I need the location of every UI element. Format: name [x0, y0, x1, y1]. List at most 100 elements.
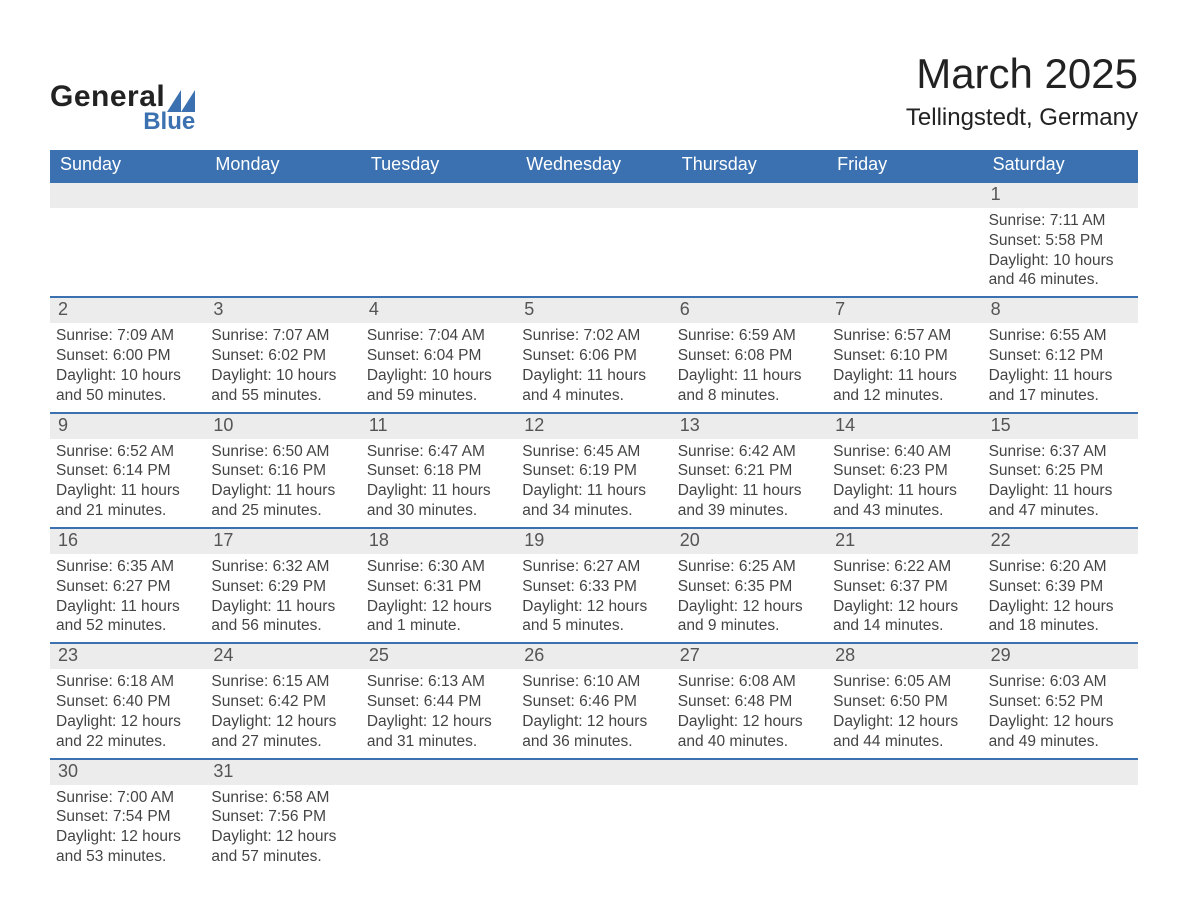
day-number: 21 [827, 529, 982, 554]
sunset-text: Sunset: 6:29 PM [211, 577, 354, 597]
daylight-text: Daylight: 12 hours and 22 minutes. [56, 712, 199, 752]
day-number: 22 [983, 529, 1138, 554]
calendar-cell: 26Sunrise: 6:10 AMSunset: 6:46 PMDayligh… [516, 642, 671, 757]
day-detail: Sunrise: 6:42 AMSunset: 6:21 PMDaylight:… [672, 439, 827, 527]
day-number: 3 [205, 298, 360, 323]
sunrise-text: Sunrise: 7:00 AM [56, 788, 199, 808]
day-number [516, 183, 671, 208]
sunrise-text: Sunrise: 6:22 AM [833, 557, 976, 577]
calendar-cell: 14Sunrise: 6:40 AMSunset: 6:23 PMDayligh… [827, 412, 982, 527]
day-number: 19 [516, 529, 671, 554]
daylight-text: Daylight: 12 hours and 5 minutes. [522, 597, 665, 637]
calendar-cell: 9Sunrise: 6:52 AMSunset: 6:14 PMDaylight… [50, 412, 205, 527]
day-number: 14 [827, 414, 982, 439]
calendar-cell: 16Sunrise: 6:35 AMSunset: 6:27 PMDayligh… [50, 527, 205, 642]
day-number [50, 183, 205, 208]
empty-detail [672, 208, 827, 296]
day-number: 6 [672, 298, 827, 323]
calendar-cell: 28Sunrise: 6:05 AMSunset: 6:50 PMDayligh… [827, 642, 982, 757]
daylight-text: Daylight: 12 hours and 53 minutes. [56, 827, 199, 867]
calendar-cell [516, 758, 671, 873]
dow-sat: Saturday [983, 150, 1138, 181]
location: Tellingstedt, Germany [906, 104, 1138, 132]
daylight-text: Daylight: 11 hours and 4 minutes. [522, 366, 665, 406]
day-detail: Sunrise: 6:32 AMSunset: 6:29 PMDaylight:… [205, 554, 360, 642]
sunset-text: Sunset: 6:35 PM [678, 577, 821, 597]
calendar-cell: 3Sunrise: 7:07 AMSunset: 6:02 PMDaylight… [205, 296, 360, 411]
calendar-cell: 6Sunrise: 6:59 AMSunset: 6:08 PMDaylight… [672, 296, 827, 411]
day-detail: Sunrise: 6:52 AMSunset: 6:14 PMDaylight:… [50, 439, 205, 527]
calendar-cell [361, 181, 516, 296]
empty-detail [516, 208, 671, 296]
daylight-text: Daylight: 11 hours and 39 minutes. [678, 481, 821, 521]
day-detail: Sunrise: 6:08 AMSunset: 6:48 PMDaylight:… [672, 669, 827, 757]
daylight-text: Daylight: 10 hours and 59 minutes. [367, 366, 510, 406]
calendar: Sunday Monday Tuesday Wednesday Thursday… [50, 150, 1138, 873]
daylight-text: Daylight: 12 hours and 31 minutes. [367, 712, 510, 752]
daylight-text: Daylight: 10 hours and 50 minutes. [56, 366, 199, 406]
day-detail: Sunrise: 6:13 AMSunset: 6:44 PMDaylight:… [361, 669, 516, 757]
day-number: 2 [50, 298, 205, 323]
day-number: 12 [516, 414, 671, 439]
day-number: 5 [516, 298, 671, 323]
sunrise-text: Sunrise: 6:58 AM [211, 788, 354, 808]
daylight-text: Daylight: 11 hours and 8 minutes. [678, 366, 821, 406]
dow-sun: Sunday [50, 150, 205, 181]
day-detail: Sunrise: 6:30 AMSunset: 6:31 PMDaylight:… [361, 554, 516, 642]
sunset-text: Sunset: 6:19 PM [522, 461, 665, 481]
logo: General Blue [50, 80, 195, 136]
calendar-cell [827, 758, 982, 873]
calendar-cell: 27Sunrise: 6:08 AMSunset: 6:48 PMDayligh… [672, 642, 827, 757]
day-detail: Sunrise: 6:47 AMSunset: 6:18 PMDaylight:… [361, 439, 516, 527]
day-detail: Sunrise: 6:58 AMSunset: 7:56 PMDaylight:… [205, 785, 360, 873]
sunrise-text: Sunrise: 6:13 AM [367, 672, 510, 692]
logo-triangle-icon [167, 86, 195, 108]
calendar-cell [672, 758, 827, 873]
daylight-text: Daylight: 12 hours and 44 minutes. [833, 712, 976, 752]
sunrise-text: Sunrise: 7:04 AM [367, 326, 510, 346]
calendar-cell: 17Sunrise: 6:32 AMSunset: 6:29 PMDayligh… [205, 527, 360, 642]
sunrise-text: Sunrise: 7:09 AM [56, 326, 199, 346]
sunset-text: Sunset: 7:54 PM [56, 807, 199, 827]
day-detail: Sunrise: 6:22 AMSunset: 6:37 PMDaylight:… [827, 554, 982, 642]
day-number [361, 760, 516, 785]
sunset-text: Sunset: 6:12 PM [989, 346, 1132, 366]
sunset-text: Sunset: 6:50 PM [833, 692, 976, 712]
day-number: 11 [361, 414, 516, 439]
day-number: 1 [983, 183, 1138, 208]
daylight-text: Daylight: 12 hours and 1 minute. [367, 597, 510, 637]
sunset-text: Sunset: 6:44 PM [367, 692, 510, 712]
sunset-text: Sunset: 6:27 PM [56, 577, 199, 597]
daylight-text: Daylight: 11 hours and 21 minutes. [56, 481, 199, 521]
calendar-cell: 23Sunrise: 6:18 AMSunset: 6:40 PMDayligh… [50, 642, 205, 757]
day-number: 8 [983, 298, 1138, 323]
header: General Blue March 2025 Tellingstedt, Ge… [50, 50, 1138, 136]
day-detail: Sunrise: 6:35 AMSunset: 6:27 PMDaylight:… [50, 554, 205, 642]
daylight-text: Daylight: 10 hours and 46 minutes. [989, 251, 1132, 291]
sunset-text: Sunset: 5:58 PM [989, 231, 1132, 251]
calendar-cell: 11Sunrise: 6:47 AMSunset: 6:18 PMDayligh… [361, 412, 516, 527]
sunrise-text: Sunrise: 6:15 AM [211, 672, 354, 692]
sunrise-text: Sunrise: 6:55 AM [989, 326, 1132, 346]
day-detail: Sunrise: 6:37 AMSunset: 6:25 PMDaylight:… [983, 439, 1138, 527]
calendar-cell: 5Sunrise: 7:02 AMSunset: 6:06 PMDaylight… [516, 296, 671, 411]
sunrise-text: Sunrise: 6:10 AM [522, 672, 665, 692]
day-detail: Sunrise: 6:27 AMSunset: 6:33 PMDaylight:… [516, 554, 671, 642]
day-detail: Sunrise: 6:15 AMSunset: 6:42 PMDaylight:… [205, 669, 360, 757]
day-number [827, 760, 982, 785]
sunset-text: Sunset: 6:39 PM [989, 577, 1132, 597]
day-number: 29 [983, 644, 1138, 669]
sunset-text: Sunset: 6:33 PM [522, 577, 665, 597]
day-detail: Sunrise: 7:11 AMSunset: 5:58 PMDaylight:… [983, 208, 1138, 296]
calendar-cell: 20Sunrise: 6:25 AMSunset: 6:35 PMDayligh… [672, 527, 827, 642]
daylight-text: Daylight: 11 hours and 34 minutes. [522, 481, 665, 521]
dow-mon: Monday [205, 150, 360, 181]
sunset-text: Sunset: 6:21 PM [678, 461, 821, 481]
sunrise-text: Sunrise: 6:42 AM [678, 442, 821, 462]
sunrise-text: Sunrise: 6:08 AM [678, 672, 821, 692]
daylight-text: Daylight: 11 hours and 12 minutes. [833, 366, 976, 406]
sunset-text: Sunset: 6:40 PM [56, 692, 199, 712]
sunset-text: Sunset: 6:18 PM [367, 461, 510, 481]
daylight-text: Daylight: 12 hours and 36 minutes. [522, 712, 665, 752]
day-detail: Sunrise: 6:03 AMSunset: 6:52 PMDaylight:… [983, 669, 1138, 757]
